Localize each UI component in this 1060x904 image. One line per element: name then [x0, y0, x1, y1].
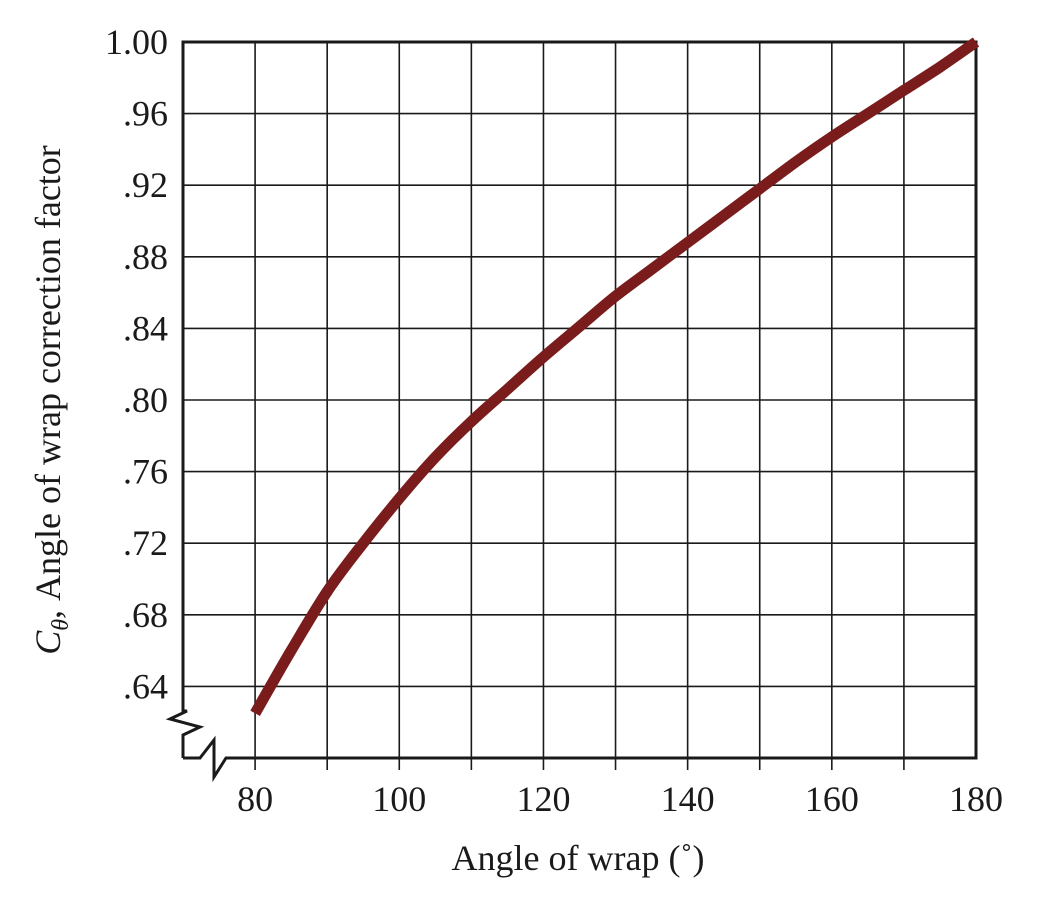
y-tick-label: .64 [123, 666, 168, 706]
x-tick-label: 180 [949, 779, 1003, 819]
y-tick-label: .84 [123, 308, 168, 348]
x-tick-labels: 80 100 120 140 160 180 [237, 779, 1003, 819]
y-axis-title-symbol: C [28, 630, 68, 655]
x-tick-label: 160 [805, 779, 859, 819]
series-group [250, 37, 980, 717]
x-tick-label: 100 [372, 779, 426, 819]
y-axis-title-text: , Angle of wrap correction factor [28, 145, 68, 619]
grid [183, 42, 976, 770]
series-line-0 [250, 37, 980, 717]
plot-frame-path [165, 40, 978, 783]
y-tick-label: .80 [123, 380, 168, 420]
x-tick-label: 120 [516, 779, 570, 819]
x-axis-title: Angle of wrap (˚) [452, 838, 705, 878]
y-tick-label: .88 [123, 237, 168, 277]
y-axis-title-subscript: θ [48, 619, 74, 631]
y-tick-label: .92 [123, 165, 168, 205]
y-tick-label: .96 [123, 94, 168, 134]
x-tick-label: 80 [237, 779, 273, 819]
y-tick-labels: 1.00 .96 .92 .88 .84 .80 .76 .72 .68 .64 [105, 22, 168, 706]
x-tick-label: 140 [661, 779, 715, 819]
y-tick-label: 1.00 [105, 22, 168, 62]
y-tick-label: .72 [123, 523, 168, 563]
plot-frame [165, 40, 978, 783]
y-axis-title: Cθ, Angle of wrap correction factor [28, 145, 74, 655]
y-tick-label: .68 [123, 595, 168, 635]
y-tick-label: .76 [123, 452, 168, 492]
